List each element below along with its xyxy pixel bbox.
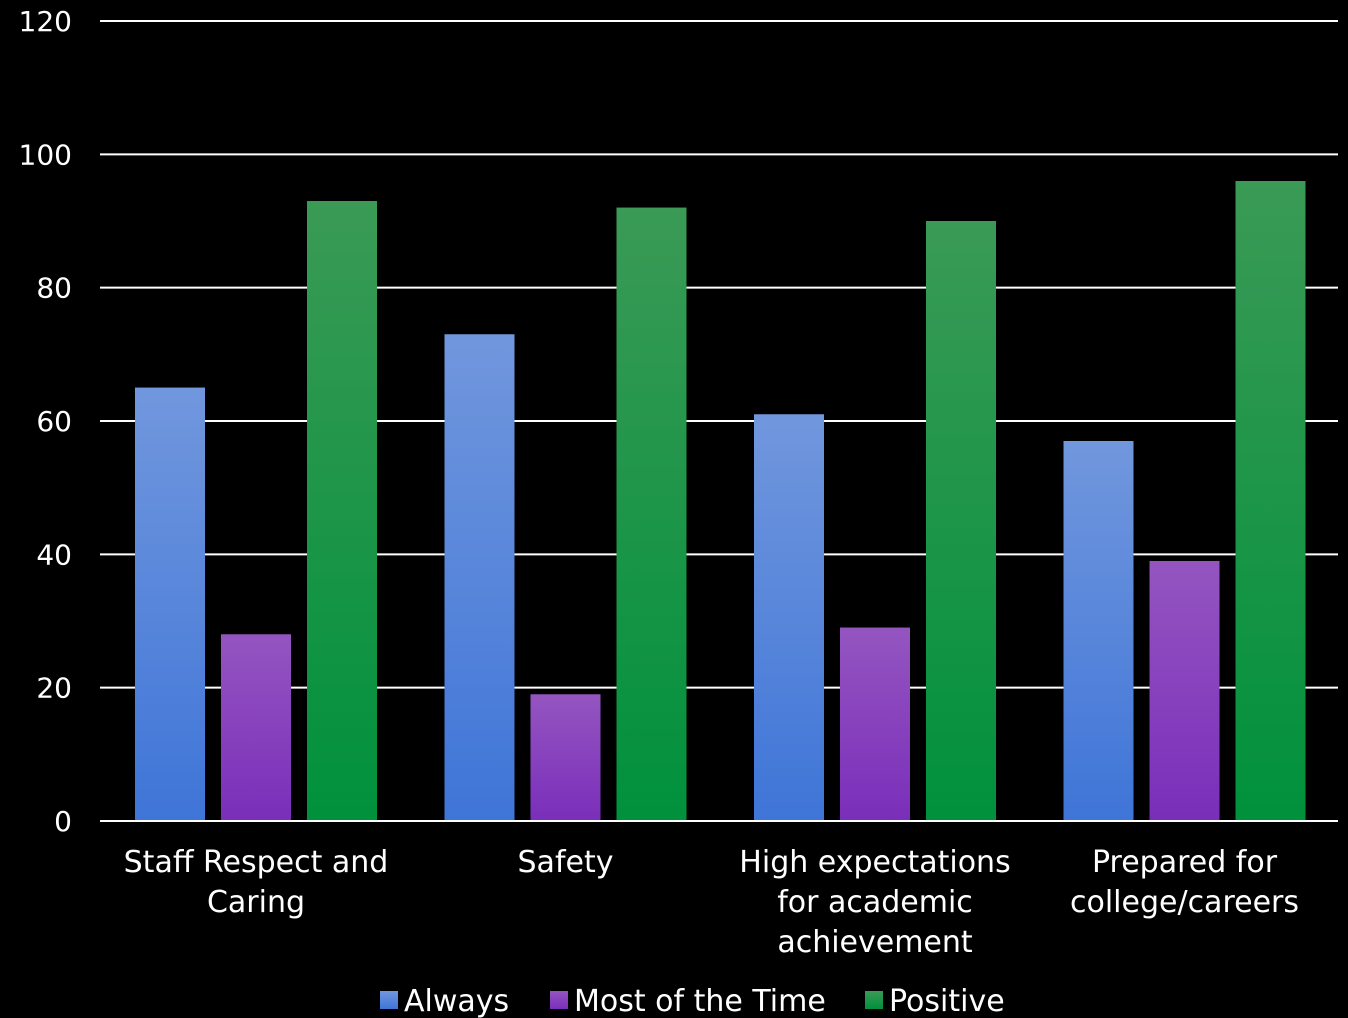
bar-always	[444, 334, 515, 821]
bar-positive	[307, 201, 377, 821]
y-tick-label: 80	[36, 272, 72, 305]
legend-swatch	[550, 991, 568, 1009]
bar-most-of-the-time	[530, 694, 601, 821]
legend-label: Always	[404, 984, 509, 1018]
bar-most-of-the-time	[1149, 561, 1220, 821]
y-tick-label: 0	[54, 805, 72, 838]
x-axis-categories: Staff Respect and Caring Safety High expect…	[124, 845, 1299, 960]
gridlines	[100, 20, 1338, 822]
x-category-label: High expectations for academic achievement	[739, 845, 1010, 960]
legend-label: Positive	[889, 984, 1005, 1018]
y-axis-ticks: 0 20 40 60 80 100 120	[19, 5, 72, 838]
bar-most-of-the-time	[221, 634, 291, 821]
legend: Always Most of the Time Positive	[380, 984, 1005, 1018]
bars	[135, 181, 1306, 821]
bar-positive	[616, 207, 687, 821]
legend-swatch	[380, 991, 398, 1009]
x-category-label: Safety	[518, 845, 614, 880]
bar-positive	[1235, 181, 1306, 821]
bar-always	[135, 387, 205, 821]
bar-always	[754, 414, 824, 821]
y-tick-label: 60	[36, 405, 72, 438]
bar-most-of-the-time	[840, 627, 910, 821]
bar-always	[1063, 441, 1134, 821]
x-category-label: Prepared for college/careers	[1070, 845, 1299, 920]
legend-item: Most of the Time	[550, 984, 826, 1018]
x-category-label: Staff Respect and Caring	[124, 845, 389, 920]
legend-label: Most of the Time	[574, 984, 826, 1018]
y-tick-label: 40	[36, 538, 72, 571]
bar-positive	[926, 221, 996, 821]
legend-swatch	[865, 991, 883, 1009]
y-tick-label: 20	[36, 672, 72, 705]
legend-item: Always	[380, 984, 509, 1018]
y-tick-label: 100	[19, 138, 72, 171]
y-tick-label: 120	[19, 5, 72, 38]
legend-item: Positive	[865, 984, 1005, 1018]
